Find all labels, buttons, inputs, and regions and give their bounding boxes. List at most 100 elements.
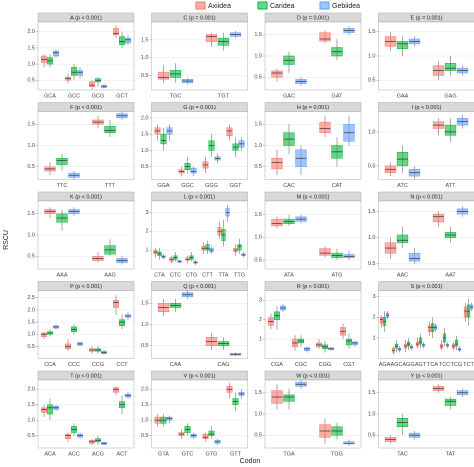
strip-label: S (p < 0.001) — [411, 284, 443, 290]
y-tick-label: 1.0 — [254, 53, 262, 59]
x-tick-label: AAA — [56, 272, 67, 278]
box — [271, 70, 283, 78]
x-tick-label: ATC — [397, 183, 408, 189]
y-tick-label: 1.5 — [368, 209, 376, 215]
y-tick-label: 0.5 — [254, 164, 262, 170]
box — [47, 404, 53, 415]
strip-label: I (p < 0.001) — [412, 105, 442, 111]
y-tick-label: 0.5 — [27, 78, 35, 84]
x-tick-label: TTA — [219, 272, 229, 278]
y-tick-label: 1.0 — [141, 55, 149, 61]
y-tick-label: 0.5 — [27, 433, 35, 439]
x-tick-label: CTG — [186, 272, 198, 278]
y-tick-label: 1.5 — [368, 390, 376, 396]
y-tick-label: 2 — [145, 229, 148, 235]
box — [190, 167, 197, 174]
y-tick-label: 2.5 — [27, 295, 35, 301]
y-tick-label: 1.0 — [141, 322, 149, 328]
y-tick-label: 1 — [259, 337, 262, 343]
box — [283, 394, 295, 402]
box — [56, 158, 68, 165]
box — [77, 70, 83, 76]
y-tick-label: 1 — [145, 248, 148, 254]
y-tick-label: 1.5 — [27, 45, 35, 51]
legend-label: Axiidea — [208, 3, 231, 10]
y-axis-title: RSCU — [3, 230, 10, 250]
y-tick-label: 1.5 — [27, 320, 35, 326]
y-tick-label: 1.5 — [27, 122, 35, 128]
x-tick-label: GTG — [206, 451, 218, 457]
strip-label: N (p < 0.001) — [410, 194, 442, 200]
strip-label: G (p = 0.001) — [183, 105, 216, 111]
strip-label: C (p = 0.001) — [183, 15, 215, 21]
x-tick-label: ACG — [92, 451, 104, 457]
strip-label: Y (p < 0.001) — [411, 373, 443, 379]
y-tick-label: 1.5 — [254, 212, 262, 218]
strip-label: A (p < 0.001) — [70, 15, 102, 21]
x-tick-label: CAA — [170, 362, 182, 368]
x-tick-label: CGC — [295, 362, 307, 368]
x-tick-label: GCG — [92, 93, 105, 99]
y-tick-label: 1.0 — [254, 411, 262, 417]
box — [104, 126, 116, 133]
y-tick-label: 0.5 — [27, 344, 35, 350]
x-tick-label: CGA — [271, 362, 283, 368]
y-tick-label: 1.5 — [141, 37, 149, 43]
panel — [378, 290, 474, 359]
strip-label: P (p < 0.001) — [70, 284, 102, 290]
box — [271, 218, 283, 227]
y-tick-label: 0.5 — [254, 433, 262, 439]
box — [271, 158, 283, 170]
y-tick-label: 1 — [372, 335, 375, 341]
x-tick-label: CCG — [92, 362, 104, 368]
box — [463, 306, 468, 318]
panel — [264, 200, 362, 270]
x-tick-label: CCA — [44, 362, 56, 368]
x-tick-label: TGT — [218, 93, 230, 99]
y-tick-label: 0.5 — [141, 433, 149, 439]
y-tick-label: 1.0 — [368, 411, 376, 417]
y-tick-label: 1.0 — [27, 332, 35, 338]
box — [71, 67, 77, 76]
legend-swatch — [195, 1, 206, 10]
box — [113, 28, 119, 36]
x-tick-label: CGG — [319, 362, 332, 368]
panel — [151, 200, 248, 270]
x-tick-label: GTA — [158, 451, 169, 457]
y-tick-label: 0.5 — [27, 254, 35, 260]
box — [444, 398, 457, 406]
y-tick-label: 1.0 — [27, 232, 35, 238]
x-tick-label: AGT — [415, 362, 427, 368]
box — [396, 234, 409, 244]
box — [226, 127, 233, 137]
x-tick-label: AGA — [379, 362, 391, 368]
y-tick-label: 1.0 — [27, 62, 35, 68]
strip-label: W (p < 0.001) — [296, 373, 330, 379]
y-tick-label: 2.0 — [27, 387, 35, 393]
box — [304, 347, 310, 351]
panel — [151, 111, 248, 180]
x-tick-label: AGC — [391, 362, 403, 368]
y-tick-label: 1.5 — [141, 402, 149, 408]
legend-swatch — [319, 1, 330, 10]
x-tick-label: ACA — [44, 451, 56, 457]
box — [65, 433, 71, 439]
box — [379, 317, 384, 324]
legend-label: Gebiidea — [332, 3, 360, 10]
box — [319, 32, 331, 42]
box — [454, 339, 459, 347]
strip-label: Q (p < 0.001) — [183, 284, 216, 290]
x-tick-label: GCC — [68, 93, 80, 99]
box — [119, 36, 125, 45]
x-tick-label: ATA — [284, 272, 294, 278]
y-tick-label: 1.0 — [27, 418, 35, 424]
x-tick-label: GAT — [332, 93, 344, 99]
y-tick-label: 2.0 — [141, 387, 149, 393]
x-tick-label: CGT — [343, 362, 355, 368]
x-tick-label: ACC — [68, 451, 80, 457]
box — [125, 37, 131, 44]
x-tick-label: TCG — [451, 362, 463, 368]
legend-swatch — [257, 1, 268, 10]
panel — [264, 290, 362, 359]
